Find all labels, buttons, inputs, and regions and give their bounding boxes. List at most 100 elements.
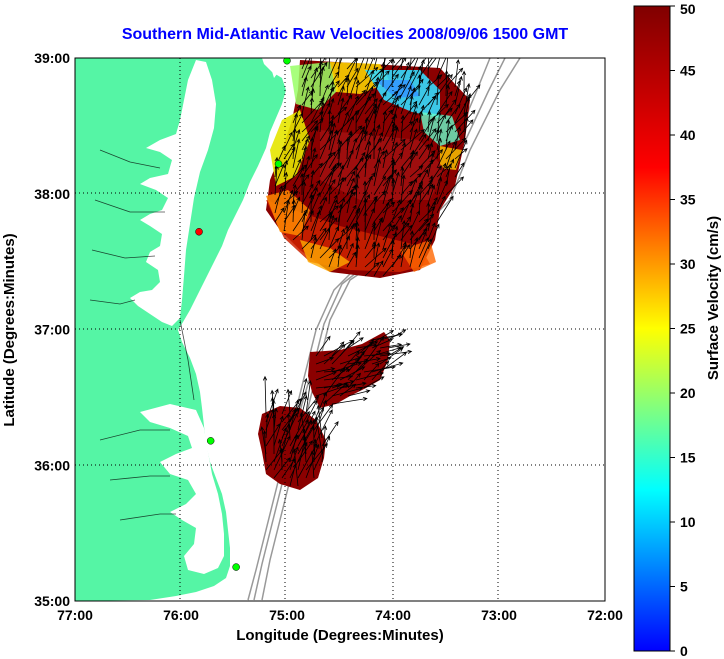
velocity-vector — [436, 74, 451, 88]
velocity-vector — [315, 335, 331, 357]
velocity-vector — [427, 74, 443, 88]
velocity-vector — [373, 146, 382, 178]
velocity-vector — [363, 211, 368, 241]
velocity-vector — [436, 162, 447, 187]
velocity-vector — [354, 165, 359, 187]
velocity-vector — [319, 217, 338, 241]
velocity-vector — [328, 194, 338, 214]
x-tick-label: 74:00 — [375, 607, 411, 623]
velocity-vector — [328, 248, 337, 268]
x-axis-label: Longitude (Degrees:Minutes) — [236, 627, 444, 644]
velocity-vector — [409, 58, 412, 70]
velocity-vector — [364, 262, 380, 277]
velocity-vector — [310, 169, 315, 187]
velocity-vector — [418, 206, 436, 223]
velocity-vector — [355, 371, 385, 381]
velocity-vector — [337, 176, 345, 196]
velocity-vector — [337, 228, 345, 250]
velocity-vector — [400, 85, 412, 115]
velocity-vector — [292, 138, 301, 169]
velocity-vector — [409, 128, 418, 151]
velocity-vector — [427, 200, 437, 232]
velocity-vector — [436, 73, 453, 97]
velocity-vector — [313, 403, 334, 431]
velocity-vector — [427, 184, 436, 205]
velocity-vector — [310, 96, 325, 124]
colorbar: 0 5 10 15 20 25 30 35 40 45 50 Surface Velocity (c… — [633, 1, 722, 659]
velocity-vector — [319, 178, 336, 205]
velocity-vector — [355, 128, 365, 160]
velocity-vector — [265, 388, 279, 423]
velocity-vector — [302, 428, 307, 455]
velocity-vector — [328, 80, 335, 106]
velocity-vector — [364, 58, 369, 70]
velocity-vector — [409, 202, 415, 223]
velocity-vector — [337, 203, 343, 232]
velocity-vector — [355, 236, 360, 259]
velocity-vector — [339, 381, 367, 389]
velocity-vector — [345, 77, 351, 97]
velocity-vector — [301, 234, 317, 250]
velocity-vector — [400, 114, 405, 142]
velocity-vector — [311, 419, 316, 455]
velocity-vector — [283, 131, 293, 151]
colorbar-tick-label: 30 — [680, 256, 696, 272]
velocity-vector — [289, 410, 310, 447]
velocity-vector — [310, 58, 327, 79]
velocity-vector — [409, 117, 419, 133]
velocity-vector — [454, 58, 460, 88]
velocity-vector — [354, 110, 359, 133]
velocity-vector — [302, 435, 307, 463]
velocity-vector — [390, 239, 395, 259]
velocity-vector — [273, 415, 284, 447]
velocity-vector — [418, 231, 427, 250]
velocity-arrows — [260, 58, 481, 487]
velocity-vector — [289, 446, 299, 471]
velocity-vector — [391, 103, 399, 124]
velocity-vector — [316, 404, 323, 439]
velocity-vector — [454, 75, 463, 106]
velocity-vector — [436, 128, 443, 151]
velocity-vector — [355, 151, 366, 169]
velocity-vector — [445, 137, 467, 160]
velocity-vector — [391, 121, 396, 142]
velocity-vector — [309, 193, 314, 223]
velocity-vector — [355, 58, 365, 79]
velocity-vector — [337, 149, 354, 178]
velocity-vector — [337, 140, 343, 169]
velocity-vector — [328, 58, 339, 79]
station-marker — [274, 160, 283, 168]
velocity-vector — [373, 175, 386, 196]
velocity-vector — [346, 58, 358, 70]
velocity-vector — [292, 158, 302, 178]
velocity-vector — [364, 58, 375, 79]
velocity-vector — [371, 127, 377, 160]
velocity-vector — [400, 244, 411, 259]
velocity-vector — [391, 178, 396, 205]
velocity-vector — [418, 110, 424, 133]
velocity-vector — [400, 190, 420, 214]
velocity-vector — [418, 59, 425, 88]
velocity-vector — [346, 223, 355, 241]
velocity-vector — [339, 383, 357, 397]
velocity-vector — [409, 236, 419, 268]
velocity-vector — [346, 204, 357, 223]
velocity-vector — [400, 58, 404, 70]
velocity-vector — [337, 164, 345, 187]
velocity-vector — [371, 360, 390, 381]
velocity-vector — [364, 223, 376, 250]
velocity-vector — [445, 119, 451, 151]
velocity-vector — [427, 196, 438, 214]
velocity-vector — [400, 241, 407, 268]
velocity-vector — [292, 166, 305, 187]
station-marker — [206, 437, 215, 445]
velocity-vector — [400, 151, 418, 178]
velocity-vector — [347, 372, 361, 389]
y-axis-ticks: 35:00 36:00 37:00 38:00 39:00 — [34, 50, 70, 609]
velocity-vector — [373, 124, 381, 142]
velocity-vector — [382, 174, 393, 205]
velocity-vector — [309, 136, 315, 160]
velocity-vector — [445, 163, 452, 187]
velocity-vector — [391, 141, 398, 160]
y-tick-label: 39:00 — [34, 50, 70, 66]
